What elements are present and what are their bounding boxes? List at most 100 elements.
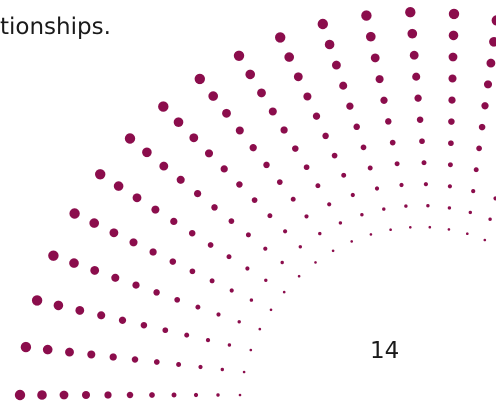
decorative-dot	[448, 140, 454, 146]
decorative-dot	[426, 204, 429, 207]
decorative-dot	[174, 117, 184, 127]
decorative-dot	[69, 258, 79, 268]
decorative-dot	[162, 327, 168, 333]
decorative-dot	[370, 233, 373, 236]
decorative-dot	[361, 145, 367, 151]
decorative-dot	[216, 312, 220, 316]
decorative-dot	[189, 133, 198, 142]
decorative-dot	[184, 333, 189, 338]
decorative-dot	[132, 281, 139, 288]
decorative-dot	[346, 103, 353, 110]
decorative-dot	[75, 306, 84, 315]
decorative-dot	[159, 162, 168, 171]
decorative-dot	[484, 239, 487, 242]
decorative-dot	[221, 368, 224, 371]
decorative-dot	[149, 248, 156, 255]
decorative-dot	[449, 31, 459, 41]
decorative-dot	[414, 95, 421, 102]
decorative-dot	[208, 242, 214, 248]
decorative-dot	[82, 391, 90, 399]
decorative-dot	[198, 365, 202, 369]
decorative-dot	[318, 19, 328, 29]
decorative-dot	[170, 218, 177, 225]
decorative-dot	[195, 305, 200, 310]
decorative-dot	[466, 232, 469, 235]
decorative-dot	[141, 322, 148, 329]
decorative-dot	[448, 96, 455, 103]
decorative-dot	[109, 228, 118, 237]
decorative-dot	[371, 53, 380, 62]
decorative-dot	[229, 218, 235, 224]
decorative-dot	[390, 140, 396, 146]
decorative-dot	[405, 7, 415, 17]
decorative-dot	[60, 391, 69, 400]
decorative-dot	[332, 250, 335, 253]
decorative-dot	[448, 228, 451, 231]
decorative-dot	[15, 390, 25, 400]
decorative-dot	[211, 204, 218, 211]
decorative-dot-fan	[0, 0, 496, 415]
decorative-dot	[471, 189, 475, 193]
decorative-dot	[486, 59, 495, 68]
decorative-dot	[325, 40, 335, 50]
decorative-dot	[368, 166, 373, 171]
decorative-dot	[469, 211, 472, 214]
decorative-dot	[90, 266, 99, 275]
decorative-dot	[422, 160, 427, 165]
decorative-dot	[216, 393, 219, 396]
decorative-dot	[375, 186, 379, 190]
decorative-dot	[132, 356, 139, 363]
decorative-dot	[227, 254, 232, 259]
decorative-dot	[89, 218, 99, 228]
decorative-dot	[239, 394, 242, 397]
decorative-dot	[210, 278, 215, 283]
decorative-dot	[361, 10, 371, 20]
decorative-dot	[172, 393, 177, 398]
decorative-dot	[353, 124, 360, 131]
decorative-dot	[158, 101, 168, 111]
decorative-dot	[48, 251, 58, 261]
decorative-dot	[250, 349, 253, 352]
decorative-dot	[205, 149, 213, 157]
decorative-dot	[412, 73, 420, 81]
decorative-dot	[267, 213, 272, 218]
decorative-dot	[449, 53, 458, 62]
decorative-dot	[221, 165, 228, 172]
decorative-dot	[275, 32, 285, 42]
decorative-dot	[314, 261, 317, 264]
decorative-dot	[292, 145, 299, 152]
decorative-dot	[448, 184, 452, 188]
decorative-dot	[238, 320, 241, 323]
decorative-dot	[194, 393, 198, 397]
decorative-dot	[481, 102, 488, 109]
decorative-dot	[395, 161, 400, 166]
decorative-dot	[410, 51, 419, 60]
decorative-dot	[270, 309, 273, 312]
decorative-dot	[43, 345, 53, 355]
decorative-dot	[407, 29, 417, 39]
decorative-dot	[154, 359, 160, 365]
decorative-dot	[448, 162, 453, 167]
decorative-dot	[65, 348, 74, 357]
decorative-dot	[492, 15, 496, 25]
decorative-dot	[252, 197, 258, 203]
decorative-dot	[424, 182, 428, 186]
decorative-dot	[222, 109, 231, 118]
decorative-dot	[332, 61, 341, 70]
decorative-dot	[327, 202, 331, 206]
decorative-dot	[385, 118, 392, 125]
decorative-dot	[380, 97, 387, 104]
decorative-dot	[479, 124, 486, 131]
decorative-dot	[341, 173, 346, 178]
decorative-dot	[277, 179, 283, 185]
decorative-dot	[142, 147, 152, 157]
decorative-dot	[399, 183, 403, 187]
decorative-dot	[350, 240, 353, 243]
decorative-dot	[283, 291, 286, 294]
decorative-dot	[303, 92, 311, 100]
decorative-dot	[170, 258, 177, 265]
decorative-dot	[119, 317, 126, 324]
decorative-dot	[206, 338, 210, 342]
decorative-dot	[69, 208, 79, 218]
decorative-dot	[417, 116, 424, 123]
